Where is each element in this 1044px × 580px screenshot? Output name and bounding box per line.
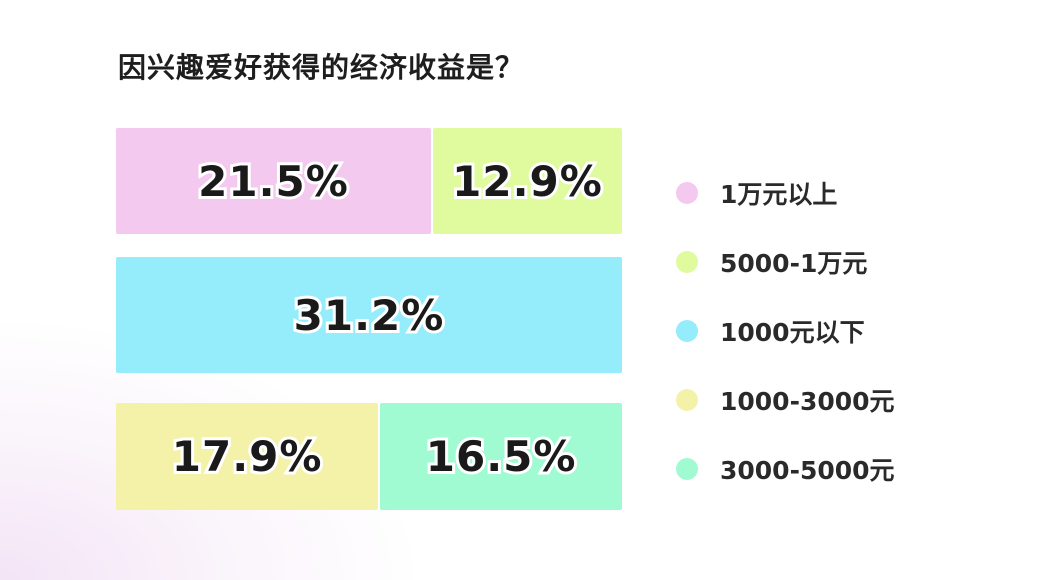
legend-swatch [676,250,698,273]
bar-segment: 16.5% [380,403,622,510]
legend-label: 1000-3000元 [720,386,895,416]
bar-row: 31.2% [116,257,622,373]
legend-item: 1万元以上 [676,158,895,227]
bars-area: 21.5% 12.9% 31.2% 17.9% 16.5% [116,0,622,580]
legend: 1万元以上 5000-1万元 1000元以下 1000-3000元 3000-5000元 [676,158,895,503]
legend-item: 3000-5000元 [676,434,895,503]
legend-label: 3000-5000元 [720,455,895,485]
legend-swatch [676,457,698,480]
bar-segment: 12.9% [433,128,622,234]
bar-segment: 31.2% [116,257,622,373]
legend-label: 1万元以上 [720,179,838,209]
bar-row: 21.5% 12.9% [116,128,622,234]
legend-swatch [676,319,698,342]
chart-title: 因兴趣爱好获得的经济收益是？ [118,51,525,84]
legend-item: 5000-1万元 [676,227,895,296]
legend-swatch [676,388,698,411]
legend-item: 1000元以下 [676,296,895,365]
legend-label: 5000-1万元 [720,248,868,278]
legend-item: 1000-3000元 [676,365,895,434]
bar-row: 17.9% 16.5% [116,403,622,510]
legend-swatch [676,181,698,204]
bar-segment: 21.5% [116,128,431,234]
legend-label: 1000元以下 [720,317,865,347]
bar-segment: 17.9% [116,403,379,510]
